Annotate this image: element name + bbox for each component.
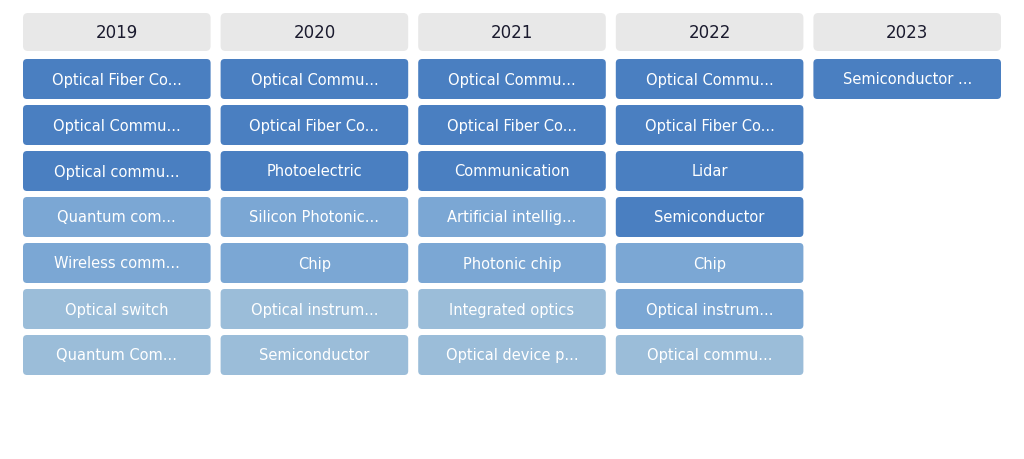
Text: Optical instrum...: Optical instrum...: [251, 302, 378, 317]
Text: Lidar: Lidar: [691, 164, 728, 179]
FancyBboxPatch shape: [418, 106, 606, 146]
FancyBboxPatch shape: [615, 243, 804, 283]
FancyBboxPatch shape: [220, 289, 409, 329]
Text: Semiconductor: Semiconductor: [259, 348, 370, 363]
Text: Optical commu...: Optical commu...: [54, 164, 179, 179]
Text: Optical Fiber Co...: Optical Fiber Co...: [447, 118, 577, 133]
FancyBboxPatch shape: [220, 14, 409, 52]
FancyBboxPatch shape: [418, 14, 606, 52]
Text: Semiconductor: Semiconductor: [654, 210, 765, 225]
FancyBboxPatch shape: [813, 60, 1001, 100]
FancyBboxPatch shape: [615, 335, 804, 375]
Text: Optical Commu...: Optical Commu...: [449, 73, 575, 87]
Text: Optical Commu...: Optical Commu...: [53, 118, 180, 133]
FancyBboxPatch shape: [418, 289, 606, 329]
FancyBboxPatch shape: [220, 106, 409, 146]
Text: Chip: Chip: [693, 256, 726, 271]
Text: Wireless comm...: Wireless comm...: [54, 256, 180, 271]
FancyBboxPatch shape: [615, 197, 804, 237]
FancyBboxPatch shape: [615, 289, 804, 329]
FancyBboxPatch shape: [23, 335, 211, 375]
Text: Photoelectric: Photoelectric: [266, 164, 362, 179]
Text: Artificial intellig...: Artificial intellig...: [447, 210, 577, 225]
FancyBboxPatch shape: [23, 151, 211, 191]
Text: Optical switch: Optical switch: [66, 302, 169, 317]
Text: Semiconductor ...: Semiconductor ...: [843, 73, 972, 87]
Text: Chip: Chip: [298, 256, 331, 271]
Text: Optical Fiber Co...: Optical Fiber Co...: [250, 118, 379, 133]
FancyBboxPatch shape: [220, 243, 409, 283]
FancyBboxPatch shape: [418, 335, 606, 375]
FancyBboxPatch shape: [418, 60, 606, 100]
FancyBboxPatch shape: [23, 289, 211, 329]
Text: Communication: Communication: [455, 164, 569, 179]
Text: Photonic chip: Photonic chip: [463, 256, 561, 271]
Text: 2022: 2022: [688, 24, 731, 42]
FancyBboxPatch shape: [23, 14, 211, 52]
FancyBboxPatch shape: [23, 106, 211, 146]
FancyBboxPatch shape: [220, 151, 409, 191]
Text: 2020: 2020: [293, 24, 336, 42]
Text: 2019: 2019: [95, 24, 138, 42]
FancyBboxPatch shape: [615, 60, 804, 100]
Text: Integrated optics: Integrated optics: [450, 302, 574, 317]
Text: 2023: 2023: [886, 24, 929, 42]
Text: Optical instrum...: Optical instrum...: [646, 302, 773, 317]
FancyBboxPatch shape: [220, 335, 409, 375]
FancyBboxPatch shape: [615, 106, 804, 146]
FancyBboxPatch shape: [418, 243, 606, 283]
FancyBboxPatch shape: [220, 60, 409, 100]
FancyBboxPatch shape: [23, 60, 211, 100]
FancyBboxPatch shape: [813, 14, 1001, 52]
FancyBboxPatch shape: [418, 151, 606, 191]
FancyBboxPatch shape: [418, 197, 606, 237]
Text: Quantum com...: Quantum com...: [57, 210, 176, 225]
Text: Optical device p...: Optical device p...: [445, 348, 579, 363]
FancyBboxPatch shape: [615, 14, 804, 52]
FancyBboxPatch shape: [615, 151, 804, 191]
Text: Optical Fiber Co...: Optical Fiber Co...: [645, 118, 774, 133]
FancyBboxPatch shape: [23, 197, 211, 237]
Text: Optical commu...: Optical commu...: [647, 348, 772, 363]
Text: Silicon Photonic...: Silicon Photonic...: [250, 210, 380, 225]
FancyBboxPatch shape: [23, 243, 211, 283]
Text: Optical Commu...: Optical Commu...: [646, 73, 773, 87]
FancyBboxPatch shape: [220, 197, 409, 237]
Text: Optical Fiber Co...: Optical Fiber Co...: [52, 73, 181, 87]
Text: Quantum Com...: Quantum Com...: [56, 348, 177, 363]
Text: Optical Commu...: Optical Commu...: [251, 73, 378, 87]
Text: 2021: 2021: [490, 24, 534, 42]
